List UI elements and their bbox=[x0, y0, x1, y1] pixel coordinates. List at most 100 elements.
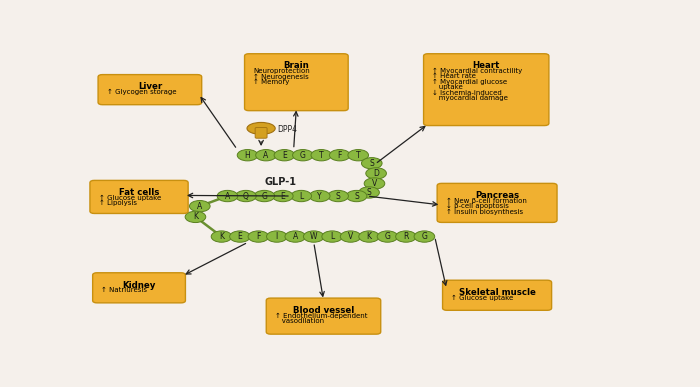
Text: DPP4: DPP4 bbox=[277, 125, 297, 134]
Text: G: G bbox=[384, 232, 391, 241]
Circle shape bbox=[254, 190, 274, 202]
Text: ↓ β-cell apoptosis: ↓ β-cell apoptosis bbox=[446, 203, 509, 209]
Circle shape bbox=[303, 231, 324, 242]
Circle shape bbox=[309, 190, 330, 202]
Circle shape bbox=[211, 231, 232, 242]
Text: F: F bbox=[337, 151, 342, 160]
Text: V: V bbox=[348, 232, 354, 241]
Circle shape bbox=[293, 149, 313, 161]
Text: R: R bbox=[403, 232, 409, 241]
Circle shape bbox=[248, 231, 269, 242]
Text: ↑ Heart rate: ↑ Heart rate bbox=[433, 74, 476, 79]
Text: K: K bbox=[367, 232, 372, 241]
Text: ↑ Natriuresis: ↑ Natriuresis bbox=[102, 287, 147, 293]
Text: Q: Q bbox=[243, 192, 248, 200]
Text: Skeletal muscle: Skeletal muscle bbox=[458, 288, 536, 297]
Circle shape bbox=[267, 231, 287, 242]
Circle shape bbox=[217, 190, 238, 202]
Text: Fat cells: Fat cells bbox=[119, 188, 159, 197]
Text: Heart: Heart bbox=[473, 62, 500, 70]
Circle shape bbox=[230, 231, 251, 242]
Text: S: S bbox=[367, 188, 372, 197]
Circle shape bbox=[291, 190, 312, 202]
Text: ↑ Glycogen storage: ↑ Glycogen storage bbox=[107, 89, 176, 95]
Text: uptake: uptake bbox=[433, 84, 463, 90]
Circle shape bbox=[358, 231, 379, 242]
Text: Neuroprotection: Neuroprotection bbox=[253, 68, 310, 74]
Circle shape bbox=[361, 158, 382, 169]
Circle shape bbox=[311, 149, 332, 161]
Text: A: A bbox=[263, 151, 269, 160]
Text: G: G bbox=[300, 151, 306, 160]
Text: S: S bbox=[354, 192, 359, 200]
FancyBboxPatch shape bbox=[266, 298, 381, 334]
FancyBboxPatch shape bbox=[244, 54, 348, 111]
Ellipse shape bbox=[247, 122, 275, 134]
Text: ↑ Insulin biosynthesis: ↑ Insulin biosynthesis bbox=[446, 208, 523, 214]
FancyBboxPatch shape bbox=[424, 54, 549, 125]
Circle shape bbox=[330, 149, 350, 161]
Text: Y: Y bbox=[317, 192, 322, 200]
Circle shape bbox=[285, 231, 306, 242]
Text: ↑ Myocardial glucose: ↑ Myocardial glucose bbox=[433, 79, 508, 85]
Circle shape bbox=[236, 190, 256, 202]
Text: K: K bbox=[219, 232, 224, 241]
Text: A: A bbox=[225, 192, 230, 200]
FancyBboxPatch shape bbox=[92, 273, 186, 303]
Text: Pancreas: Pancreas bbox=[475, 191, 519, 200]
Circle shape bbox=[256, 149, 276, 161]
Text: G: G bbox=[421, 232, 427, 241]
Text: Liver: Liver bbox=[138, 82, 162, 91]
Text: I: I bbox=[276, 232, 278, 241]
Text: K: K bbox=[193, 212, 198, 221]
Text: E: E bbox=[282, 151, 287, 160]
Circle shape bbox=[346, 190, 367, 202]
Circle shape bbox=[190, 200, 210, 212]
Circle shape bbox=[328, 190, 349, 202]
Text: V: V bbox=[372, 179, 377, 188]
Text: myocardial damage: myocardial damage bbox=[433, 95, 508, 101]
Circle shape bbox=[364, 178, 385, 189]
FancyBboxPatch shape bbox=[90, 180, 188, 214]
Circle shape bbox=[322, 231, 342, 242]
FancyBboxPatch shape bbox=[442, 280, 552, 310]
Text: E: E bbox=[237, 232, 242, 241]
FancyBboxPatch shape bbox=[98, 75, 202, 105]
Text: ↓ Ischemia-induced: ↓ Ischemia-induced bbox=[433, 89, 502, 96]
Text: GLP-1: GLP-1 bbox=[264, 177, 296, 187]
Text: ↑ Glucose uptake: ↑ Glucose uptake bbox=[452, 295, 514, 301]
Text: Blood vessel: Blood vessel bbox=[293, 306, 354, 315]
Text: L: L bbox=[299, 192, 303, 200]
Text: ↑ New β-cell formation: ↑ New β-cell formation bbox=[446, 198, 526, 204]
Circle shape bbox=[366, 168, 386, 179]
Text: A: A bbox=[197, 202, 202, 211]
Text: ↑ Myocardial contractility: ↑ Myocardial contractility bbox=[433, 68, 522, 74]
Text: G: G bbox=[261, 192, 267, 200]
Text: S: S bbox=[370, 159, 374, 168]
Circle shape bbox=[272, 190, 293, 202]
Text: ↑ Neurogenesis: ↑ Neurogenesis bbox=[253, 74, 309, 80]
Circle shape bbox=[377, 231, 398, 242]
Text: E: E bbox=[281, 192, 285, 200]
Circle shape bbox=[237, 149, 258, 161]
Text: L: L bbox=[330, 232, 335, 241]
Text: F: F bbox=[256, 232, 260, 241]
Circle shape bbox=[185, 211, 206, 223]
Text: A: A bbox=[293, 232, 298, 241]
Text: ↑ Lipolysis: ↑ Lipolysis bbox=[99, 200, 136, 206]
Text: S: S bbox=[336, 192, 340, 200]
Text: vasodilation: vasodilation bbox=[275, 318, 324, 324]
Text: W: W bbox=[310, 232, 318, 241]
Text: T: T bbox=[319, 151, 323, 160]
Text: Kidney: Kidney bbox=[122, 281, 155, 289]
Circle shape bbox=[340, 231, 361, 242]
Text: T: T bbox=[356, 151, 360, 160]
FancyBboxPatch shape bbox=[255, 127, 267, 138]
Text: ↑ Glucose uptake: ↑ Glucose uptake bbox=[99, 195, 161, 201]
Circle shape bbox=[358, 187, 379, 198]
Text: ↑ Endothelium-dependent: ↑ Endothelium-dependent bbox=[275, 312, 368, 319]
Text: D: D bbox=[373, 169, 379, 178]
Circle shape bbox=[395, 231, 416, 242]
Text: ↑ Memory: ↑ Memory bbox=[253, 79, 290, 85]
FancyBboxPatch shape bbox=[437, 183, 557, 223]
